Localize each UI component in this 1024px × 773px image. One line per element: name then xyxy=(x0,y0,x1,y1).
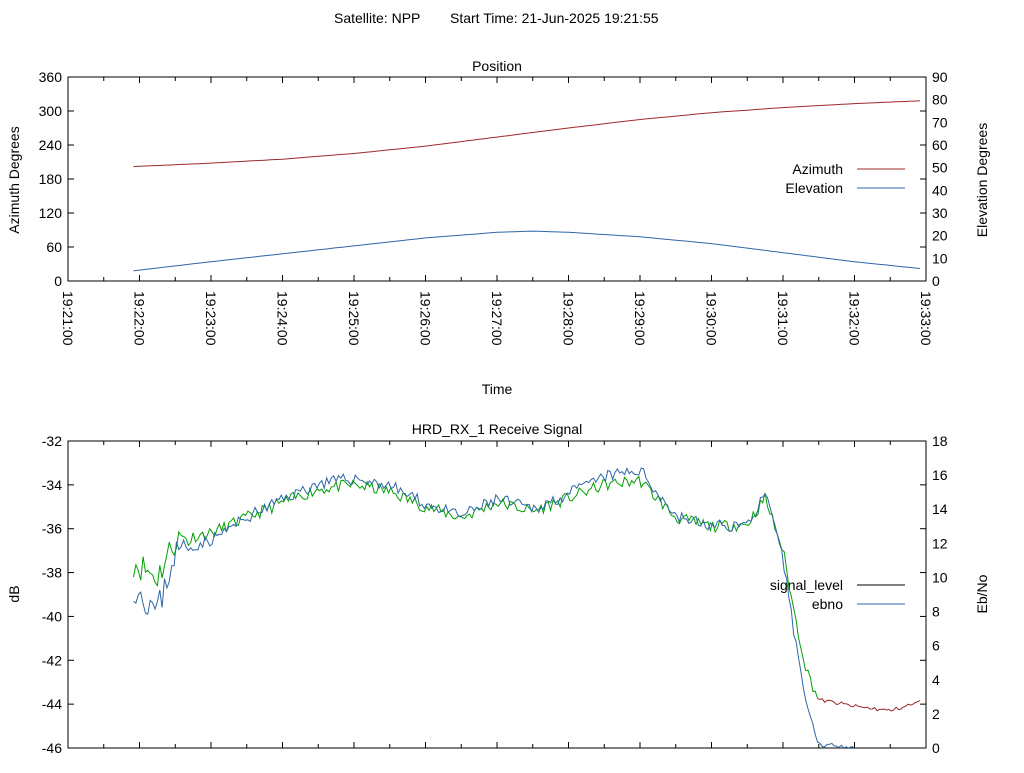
position-y-tick-label: 180 xyxy=(39,171,63,187)
legend-label-azimuth: Azimuth xyxy=(792,161,843,177)
signal-y-tick-label: -38 xyxy=(42,565,62,581)
position-y-tick-label: 300 xyxy=(39,103,63,119)
legend-label-elevation: Elevation xyxy=(785,180,843,196)
position-x-tick-label: 19:26:00 xyxy=(418,291,434,346)
signal-y2-tick-label: 18 xyxy=(932,433,948,449)
position-y-tick-label: 240 xyxy=(39,137,63,153)
position-y2-tick-label: 40 xyxy=(932,182,948,198)
position-y2-tick-label: 10 xyxy=(932,250,948,266)
position-x-tick-label: 19:23:00 xyxy=(203,291,219,346)
position-x-tick-label: 19:33:00 xyxy=(918,291,934,346)
signal-y-axis-label: dB xyxy=(6,585,22,602)
signal-y-tick-label: -44 xyxy=(42,696,62,712)
position-y2-tick-label: 80 xyxy=(932,92,948,108)
signal-y2-tick-label: 2 xyxy=(932,706,940,722)
signal-y2-tick-label: 10 xyxy=(932,569,948,585)
position-x-tick-label: 19:25:00 xyxy=(346,291,362,346)
position-x-tick-label: 19:30:00 xyxy=(704,291,720,346)
position-y2-tick-label: 90 xyxy=(932,69,948,85)
position-y-tick-label: 60 xyxy=(46,239,62,255)
header-satellite: Satellite: NPP xyxy=(334,10,420,26)
position-y-tick-label: 360 xyxy=(39,69,63,85)
position-y2-tick-label: 70 xyxy=(932,114,948,130)
signal-y2-tick-label: 8 xyxy=(932,604,940,620)
position-y-axis-label: Azimuth Degrees xyxy=(6,126,22,233)
series-line-signal-level-tail xyxy=(817,697,921,712)
position-y-tick-label: 0 xyxy=(54,273,62,289)
signal-y-tick-label: -32 xyxy=(42,433,62,449)
position-y2-tick-label: 20 xyxy=(932,228,948,244)
position-x-tick-label: 19:21:00 xyxy=(60,291,76,346)
series-line-azimuth xyxy=(133,100,921,167)
signal-plot-frame xyxy=(67,440,927,749)
signal-y2-tick-label: 16 xyxy=(932,467,948,483)
position-x-tick-label: 19:29:00 xyxy=(632,291,648,346)
position-x-axis-label: Time xyxy=(482,381,513,397)
position-y2-axis-label: Elevation Degrees xyxy=(974,123,990,237)
legend-label-ebno: ebno xyxy=(812,596,843,612)
signal-plot: -46 -44 -42 -40 -38 -36 -34 -32 0 2 4 6 8 10 12 14 16 18 xyxy=(42,433,948,756)
signal-y2-tick-label: 12 xyxy=(932,535,948,551)
header-start-time: Start Time: 21-Jun-2025 19:21:55 xyxy=(450,10,659,26)
position-y2-tick-label: 30 xyxy=(932,205,948,221)
signal-y2-tick-label: 6 xyxy=(932,638,940,654)
signal-y2-tick-label: 14 xyxy=(932,501,948,517)
signal-chart-title: HRD_RX_1 Receive Signal xyxy=(412,421,582,437)
signal-y2-axis-label: Eb/No xyxy=(974,574,990,613)
position-chart-title: Position xyxy=(472,58,522,74)
series-line-ebno xyxy=(133,467,854,748)
position-x-tick-label: 19:24:00 xyxy=(275,291,291,346)
position-x-tick-label: 19:32:00 xyxy=(847,291,863,346)
position-x-tick-label: 19:31:00 xyxy=(775,291,791,346)
position-y-tick-label: 120 xyxy=(39,205,63,221)
position-y2-tick-label: 50 xyxy=(932,160,948,176)
position-y2-tick-label: 0 xyxy=(932,273,940,289)
position-x-tick-label: 19:27:00 xyxy=(489,291,505,346)
legend-label-signal-level: signal_level xyxy=(770,577,843,593)
position-y2-tick-label: 60 xyxy=(932,137,948,153)
signal-y-tick-label: -42 xyxy=(42,652,62,668)
signal-y-tick-label: -40 xyxy=(42,608,62,624)
signal-y-tick-label: -36 xyxy=(42,521,62,537)
position-x-tick-label: 19:22:00 xyxy=(132,291,148,346)
position-plot: 0 60 120 180 240 300 360 0 10 20 30 40 50 60 70 80 90 19:… xyxy=(39,69,948,346)
position-plot-frame xyxy=(67,76,927,282)
position-x-tick-label: 19:28:00 xyxy=(561,291,577,346)
signal-y-tick-label: -34 xyxy=(42,477,62,493)
signal-y-tick-label: -46 xyxy=(42,740,62,756)
series-line-elevation xyxy=(133,230,921,272)
signal-y2-tick-label: 4 xyxy=(932,672,940,688)
signal-y2-tick-label: 0 xyxy=(932,740,940,756)
